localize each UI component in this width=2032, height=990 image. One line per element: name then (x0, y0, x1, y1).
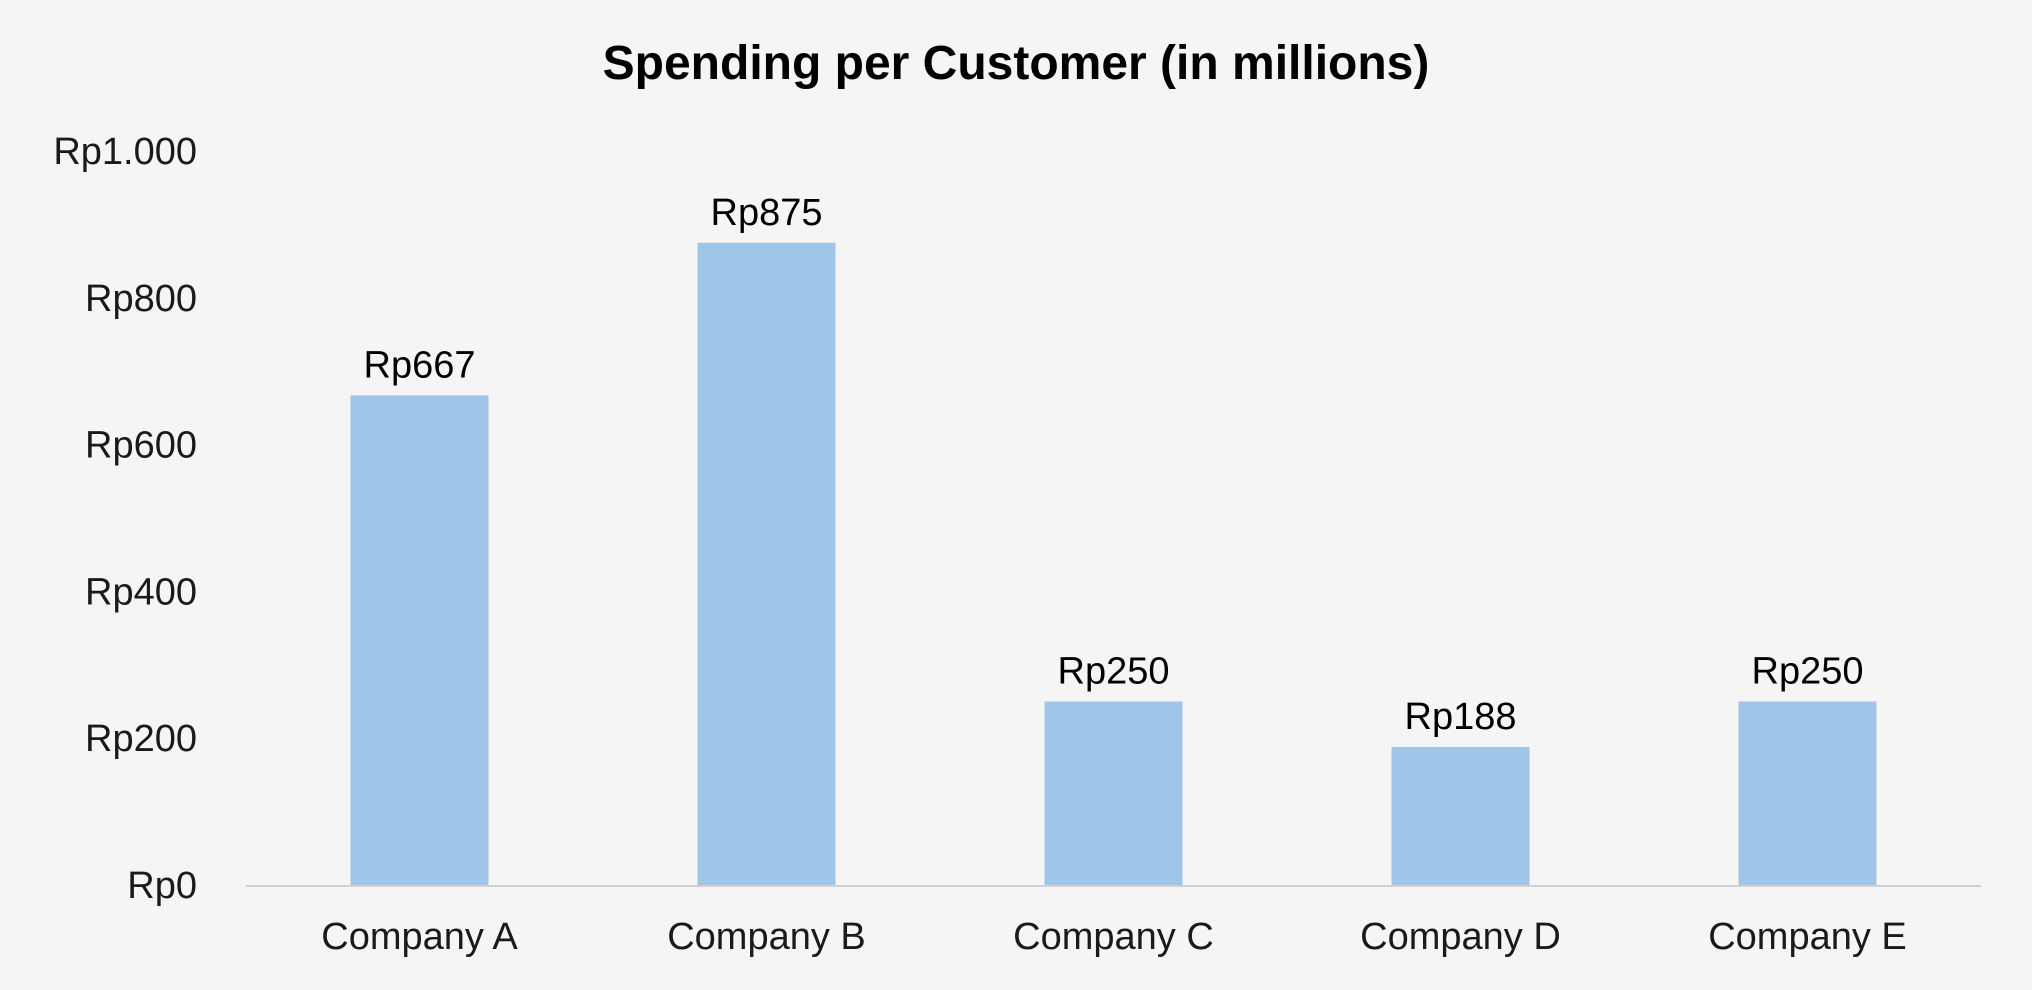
y-tick-label: Rp1.000 (53, 131, 197, 173)
data-label: Rp250 (1058, 651, 1170, 693)
chart-title: Spending per Customer (in millions) (602, 37, 1430, 90)
y-axis: Rp0 Rp200 Rp400 Rp600 Rp800 Rp1.000 (53, 131, 197, 907)
bars (350, 242, 1877, 885)
x-tick-label: Company D (1360, 916, 1561, 958)
x-tick-label: Company E (1708, 916, 1907, 958)
data-labels: Rp667 Rp875 Rp250 Rp188 Rp250 (364, 192, 1864, 738)
y-tick-label: Rp400 (85, 571, 197, 613)
data-label: Rp188 (1405, 696, 1517, 738)
data-label: Rp667 (364, 344, 476, 386)
bar (350, 395, 489, 885)
y-tick-label: Rp200 (85, 718, 197, 760)
bar (1391, 747, 1530, 885)
y-tick-label: Rp600 (85, 425, 197, 467)
bar (697, 242, 836, 885)
bar (1044, 701, 1183, 885)
x-tick-label: Company A (321, 916, 518, 958)
x-tick-label: Company B (667, 916, 866, 958)
bar (1738, 701, 1877, 885)
data-label: Rp875 (711, 192, 823, 234)
y-tick-label: Rp0 (127, 865, 197, 907)
y-tick-label: Rp800 (85, 278, 197, 320)
x-axis: Company A Company B Company C Company D Comp… (246, 885, 1981, 958)
data-label: Rp250 (1752, 651, 1864, 693)
x-tick-label: Company C (1013, 916, 1214, 958)
